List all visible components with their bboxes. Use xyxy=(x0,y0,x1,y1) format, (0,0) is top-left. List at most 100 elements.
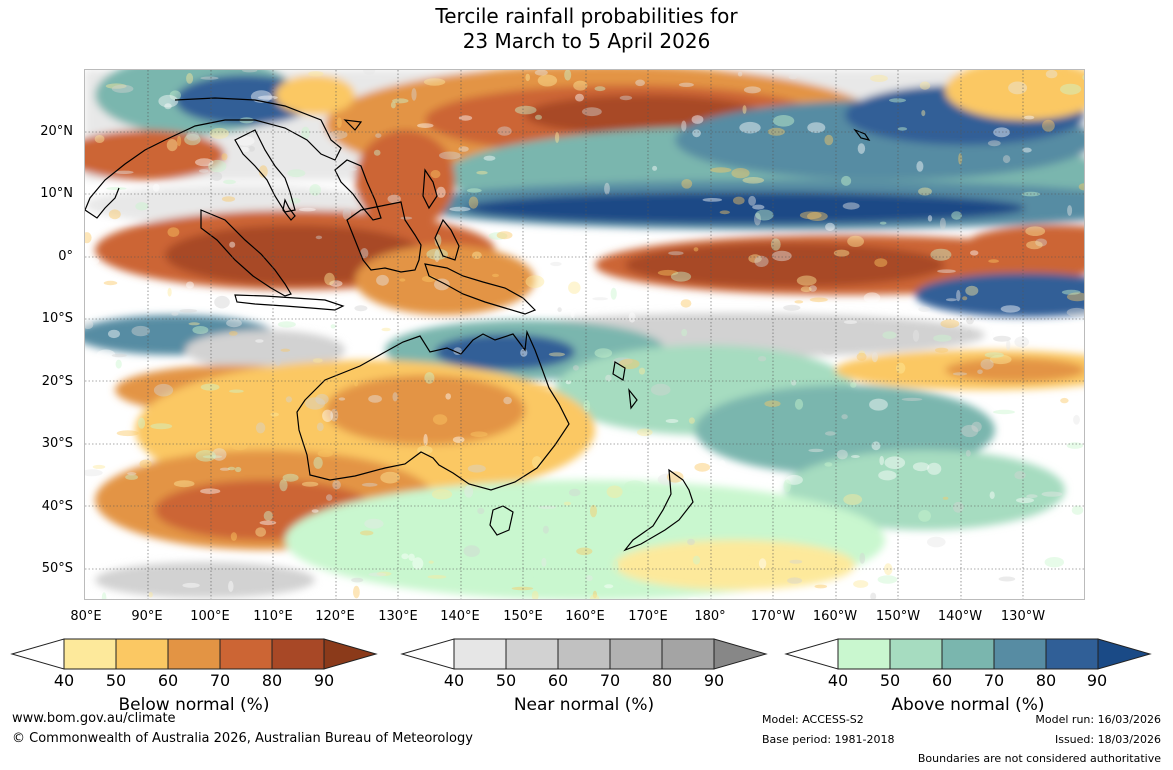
coastlines xyxy=(85,97,871,552)
speckle-dot xyxy=(277,321,296,328)
speckle-dot xyxy=(970,250,979,256)
speckle-dot xyxy=(758,356,767,362)
speckle-dot xyxy=(764,400,781,408)
speckle-dot xyxy=(650,383,671,396)
speckle-dot xyxy=(984,352,1004,358)
below-tick-50: 50 xyxy=(105,671,127,690)
speckle-dot xyxy=(772,115,795,127)
speckle-dot xyxy=(879,455,884,466)
speckle-dot xyxy=(108,209,121,220)
colorbar-segment xyxy=(115,638,169,670)
base-period: Base period: 1981-2018 xyxy=(762,733,895,746)
speckle-pattern xyxy=(85,70,1084,599)
website-link[interactable]: www.bom.gov.au/climate xyxy=(12,711,176,726)
speckle-dot xyxy=(449,206,471,212)
speckle-dot xyxy=(570,308,575,319)
speckle-dot xyxy=(332,480,341,490)
speckle-dot xyxy=(488,232,508,240)
speckle-dot xyxy=(330,324,336,329)
speckle-dot xyxy=(465,484,473,496)
speckle-dot xyxy=(901,397,923,401)
speckle-dot xyxy=(242,70,258,73)
speckle-dot xyxy=(445,393,452,400)
speckle-dot xyxy=(927,536,946,548)
speckle-dot xyxy=(476,170,488,175)
speckle-dot xyxy=(114,170,134,174)
speckle-dot xyxy=(208,159,227,173)
speckle-dot xyxy=(572,365,579,371)
speckle-dot xyxy=(594,348,613,358)
speckle-dot xyxy=(255,339,264,343)
speckle-dot xyxy=(791,379,797,386)
speckle-dot xyxy=(1060,397,1069,404)
colorbar-segment xyxy=(1045,638,1099,670)
speckle-dot xyxy=(788,75,798,80)
speckle-dot xyxy=(301,481,319,487)
colorbar-segment xyxy=(784,638,839,670)
speckle-dot xyxy=(918,510,931,522)
speckle-dot xyxy=(836,449,848,460)
speckle-dot xyxy=(164,103,172,110)
speckle-dot xyxy=(619,95,633,101)
speckle-dot xyxy=(167,287,172,297)
lon-label-130w: 130°W xyxy=(1000,609,1046,624)
speckle-dot xyxy=(859,552,866,564)
speckle-dot xyxy=(305,397,326,410)
speckle-dot xyxy=(789,559,803,564)
speckle-dot xyxy=(520,348,528,357)
colorbar-segment xyxy=(557,638,611,670)
speckle-dot xyxy=(783,304,801,311)
colorbar-segment xyxy=(1097,638,1152,670)
speckle-dot xyxy=(1026,494,1038,499)
speckle-dot xyxy=(799,211,822,220)
speckle-dot xyxy=(390,101,396,109)
speckle-dot xyxy=(1060,83,1082,95)
speckle-dot xyxy=(785,474,803,485)
speckle-dot xyxy=(962,296,968,301)
speckle-dot xyxy=(125,474,138,480)
speckle-dot xyxy=(666,471,684,483)
speckle-dot xyxy=(1082,74,1084,81)
speckle-dot xyxy=(592,590,597,599)
speckle-dot xyxy=(1066,292,1084,302)
speckle-dot xyxy=(787,577,803,584)
speckle-dot xyxy=(542,525,549,534)
speckle-dot xyxy=(381,327,391,332)
speckle-dot xyxy=(942,496,949,500)
speckle-dot xyxy=(833,587,847,599)
speckle-dot xyxy=(280,348,291,352)
speckle-dot xyxy=(152,183,160,192)
speckle-dot xyxy=(434,249,440,262)
speckle-dot xyxy=(392,392,398,402)
speckle-dot xyxy=(668,251,684,256)
speckle-dot xyxy=(814,584,828,589)
speckle-dot xyxy=(965,315,975,325)
colorbar-segment xyxy=(609,638,663,670)
speckle-dot xyxy=(285,396,292,403)
speckle-dot xyxy=(354,305,368,312)
speckle-dot xyxy=(368,572,387,577)
speckle-dot xyxy=(239,146,250,153)
speckle-dot xyxy=(710,167,732,173)
speckle-dot xyxy=(971,421,982,432)
speckle-dot xyxy=(534,70,548,76)
speckle-dot xyxy=(748,195,756,206)
below-tick-90: 90 xyxy=(313,671,335,690)
lon-label-140e: 140°E xyxy=(440,609,480,624)
speckle-dot xyxy=(958,153,963,165)
colorbar-segment xyxy=(505,638,559,670)
speckle-dot xyxy=(326,494,333,501)
speckle-dot xyxy=(550,261,562,267)
speckle-dot xyxy=(681,120,687,132)
colorbar-segment xyxy=(400,638,455,670)
speckle-dot xyxy=(430,170,441,179)
speckle-dot xyxy=(557,307,562,313)
speckle-dot xyxy=(166,139,178,152)
speckle-dot xyxy=(258,95,278,100)
speckle-dot xyxy=(313,456,323,469)
above-tick-80: 80 xyxy=(1035,671,1057,690)
speckle-dot xyxy=(1066,442,1084,449)
speckle-dot xyxy=(896,362,906,374)
speckle-dot xyxy=(614,560,619,573)
speckle-dot xyxy=(511,586,534,591)
